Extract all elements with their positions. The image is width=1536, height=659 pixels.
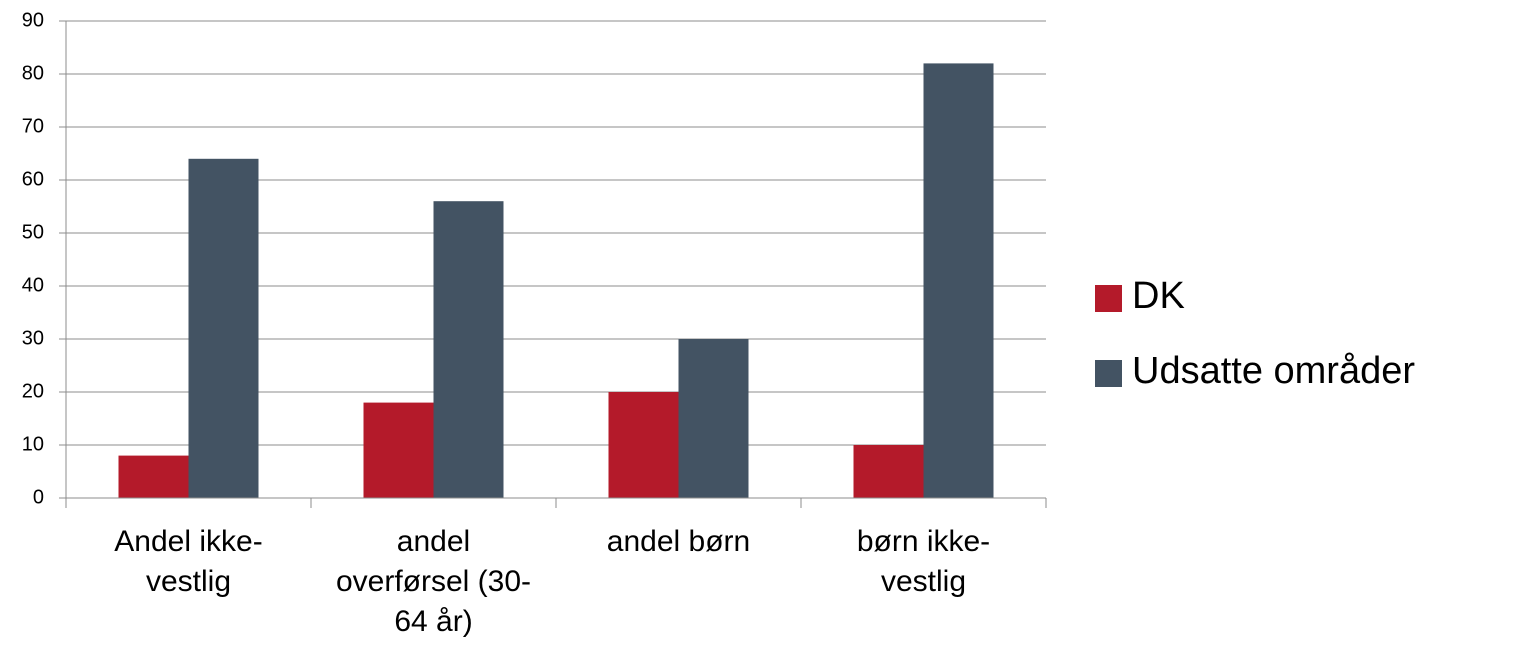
y-tick-label: 90 — [22, 9, 44, 31]
bar — [678, 339, 749, 498]
y-tick-label: 50 — [22, 221, 44, 243]
y-tick-label: 40 — [22, 274, 44, 296]
legend-swatch — [1095, 285, 1122, 312]
bar — [608, 392, 679, 498]
bar — [923, 63, 994, 499]
x-tick-label: Andel ikke-vestlig — [114, 525, 263, 598]
y-tick-label: 0 — [33, 486, 44, 508]
bar — [433, 201, 504, 498]
bar — [363, 402, 434, 498]
bar — [118, 455, 189, 498]
x-tick-label: andel børn — [606, 525, 751, 558]
legend-label: DK — [1132, 275, 1185, 317]
y-tick-label: 30 — [22, 327, 44, 349]
y-tick-label: 10 — [22, 433, 44, 455]
y-tick-label: 70 — [22, 115, 44, 137]
bar — [853, 445, 924, 498]
y-tick-label: 20 — [22, 380, 44, 402]
y-tick-label: 60 — [22, 168, 44, 190]
legend-label: Udsatte områder — [1132, 350, 1416, 392]
y-tick-label: 80 — [22, 62, 44, 84]
x-tick-label: andel overførsel (30-64 år) — [335, 525, 532, 638]
bar — [188, 158, 259, 499]
legend-swatch — [1095, 360, 1122, 387]
x-tick-label: børn ikke-vestlig — [856, 525, 991, 598]
